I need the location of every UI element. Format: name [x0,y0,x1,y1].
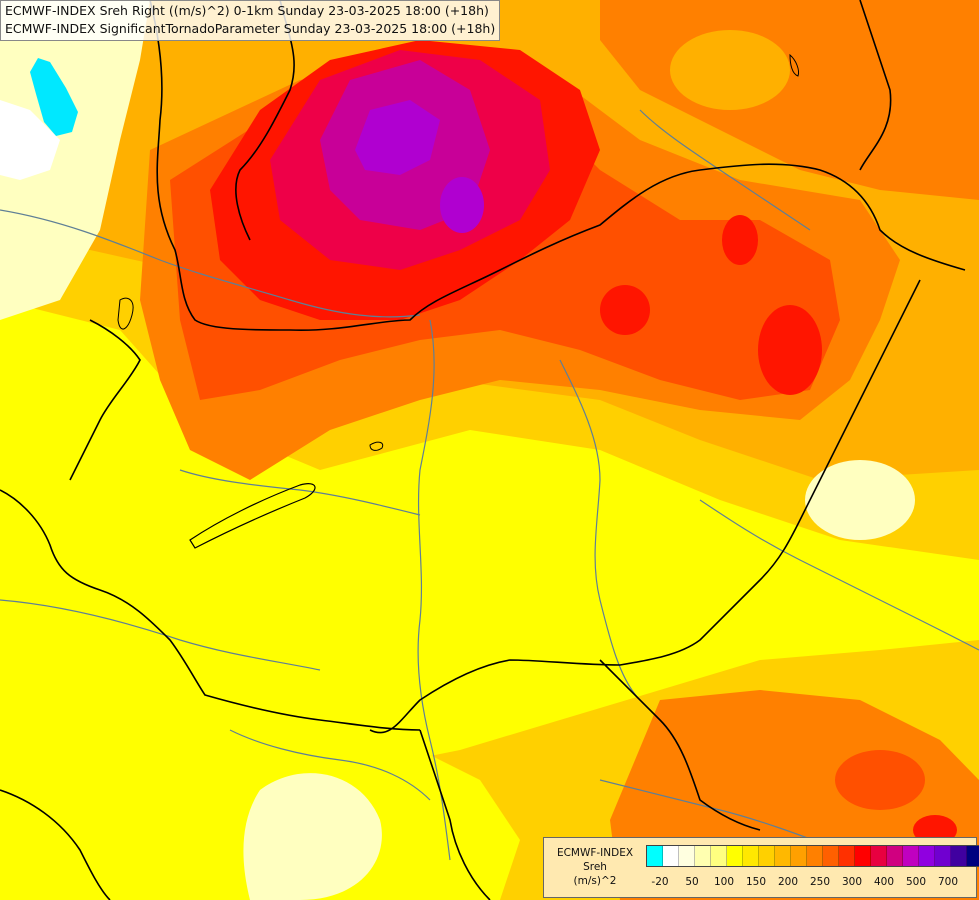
red-east-cell [758,305,822,395]
country-border [599,659,761,831]
river-line [417,319,451,861]
legend-tick-label: 50 [685,876,699,888]
river-line [179,469,421,516]
legend-tick-label: 700 [937,876,959,888]
legend-swatch [775,846,791,866]
white-low-area [0,100,60,180]
country-border [149,0,966,332]
legend-unit: (m/s)^2 [573,875,617,887]
legend-swatch [903,846,919,866]
legend-ticks: -20 50 100 150 200 250 300 400 500 700 [646,876,970,890]
lake-balaton [189,483,316,549]
lake-small [369,441,384,451]
yellow-south [0,640,520,900]
river-line [599,779,841,851]
river-line [699,499,979,651]
map-title: ECMWF-INDEX Sreh Right ((m/s)^2) 0-1km S… [0,0,501,41]
title-line-1: ECMWF-INDEX Sreh Right ((m/s)^2) 0-1km S… [5,3,489,18]
legend-tick-label: 300 [841,876,863,888]
legend-swatches [646,845,979,867]
legend-swatch [759,846,775,866]
river-line [0,599,321,671]
legend-swatch [727,846,743,866]
legend-swatch [935,846,951,866]
color-legend: ECMWF-INDEX Sreh (m/s)^2 -20 50 100 150 200 2… [543,837,979,898]
legend-swatch [871,846,887,866]
red-north-cell [722,215,758,265]
river-line [559,359,641,701]
legend-swatch [855,846,871,866]
river-line [0,209,421,318]
legend-swatch [695,846,711,866]
country-border [235,0,295,241]
country-border [369,279,921,734]
lake-west [117,297,134,330]
country-border [859,0,892,171]
legend-swatch [711,846,727,866]
country-border [419,729,491,900]
legend-tick-label: 500 [905,876,927,888]
legend-swatch [743,846,759,866]
cyan-negative-area [30,58,78,136]
legend-swatch [647,846,663,866]
legend-swatch [679,846,695,866]
title-line-2: ECMWF-INDEX SignificantTornadoParameter … [5,21,496,36]
legend-variable: Sreh [583,861,607,873]
legend-swatch [823,846,839,866]
legend-tick-label: 400 [873,876,895,888]
lake-north-east [789,53,799,77]
country-border [69,319,141,481]
legend-tick-label: 250 [809,876,831,888]
country-border [0,789,111,900]
country-border [0,489,421,731]
legend-swatch [663,846,679,866]
legend-swatch [967,846,979,866]
legend-swatch [887,846,903,866]
legend-tick-label: -20 [651,876,669,888]
violet-peak [355,100,440,175]
legend-swatch [919,846,935,866]
legend-tick-label: 200 [777,876,799,888]
legend-title: ECMWF-INDEX Sreh (m/s)^2 [550,846,640,888]
legend-swatch [807,846,823,866]
legend-tick-label: 150 [745,876,767,888]
legend-source: ECMWF-INDEX [556,847,634,859]
amber-north-east [670,30,790,110]
river-line [639,109,811,231]
legend-swatch [839,846,855,866]
red-orange-south-east [835,750,925,810]
legend-swatch [791,846,807,866]
light-east [805,460,915,540]
river-line [229,729,431,801]
legend-tick-label: 100 [713,876,735,888]
legend-swatch [951,846,967,866]
red-mid-cell [600,285,650,335]
light-south [243,773,382,900]
violet-secondary-peak [440,177,484,233]
